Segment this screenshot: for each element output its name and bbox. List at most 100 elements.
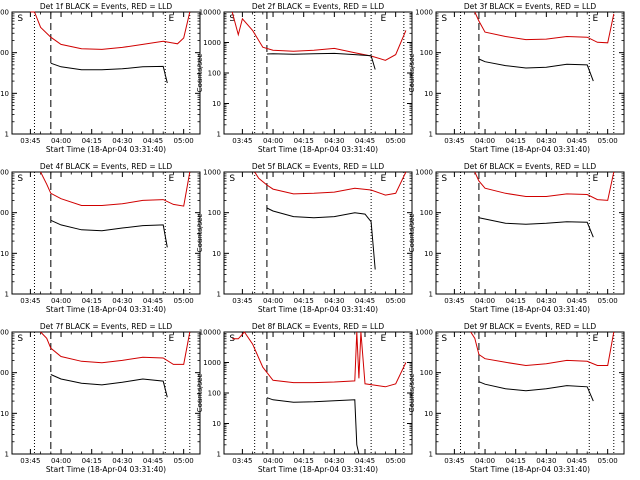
- red-lld-series-line: [474, 171, 615, 201]
- x-tick-label: 04:45: [143, 137, 163, 145]
- x-tick-label: 04:30: [324, 457, 344, 465]
- x-tick-label: 03:45: [20, 137, 40, 145]
- marker-s-label: S: [229, 14, 235, 24]
- x-tick-label: 04:30: [536, 297, 556, 305]
- y-tick-label: 1: [429, 131, 433, 139]
- y-tick-label: 10: [212, 250, 221, 258]
- marker-e-label: E: [169, 334, 175, 344]
- x-tick-label: 04:30: [112, 137, 132, 145]
- chart-panel-4: Det 4f BLACK = Events, RED = LLD 1 10 100 10…: [0, 162, 201, 314]
- y-tick-label: 10: [424, 90, 433, 98]
- y-tick-label: 1000: [415, 329, 433, 337]
- marker-s-label: S: [17, 334, 23, 344]
- black-events-series-line: [50, 62, 168, 84]
- x-axis-title: Start Time (18-Apr-04 03:31:40): [46, 465, 166, 474]
- x-tick-label: 03:45: [20, 297, 40, 305]
- plot-frame: [11, 331, 201, 455]
- x-tick-label: 05:00: [174, 137, 194, 145]
- chart-title: Det 7f BLACK = Events, RED = LLD: [40, 322, 173, 331]
- x-tick-label: 04:00: [475, 457, 495, 465]
- chart-panel-8: Det 8f BLACK = Events, RED = LLD 1 10 100 10…: [196, 322, 413, 474]
- red-lld-series-line: [232, 331, 407, 388]
- y-tick-label: 10: [212, 420, 221, 428]
- x-tick-label: 04:45: [355, 137, 375, 145]
- y-tick-label: 10000: [199, 329, 221, 337]
- y-tick-label: 1000: [203, 169, 221, 177]
- marker-e-label: E: [169, 174, 175, 184]
- x-axis-title: Start Time (18-Apr-04 03:31:40): [46, 305, 166, 314]
- y-tick-label: 1: [217, 291, 221, 299]
- x-tick-label: 04:00: [263, 457, 283, 465]
- x-tick-label: 05:00: [386, 297, 406, 305]
- marker-e-label: E: [593, 334, 599, 344]
- y-tick-label: 1000: [0, 169, 9, 177]
- y-tick-label: 10: [424, 250, 433, 258]
- black-events-series-line: [478, 381, 594, 402]
- y-tick-label: 1: [5, 451, 9, 459]
- x-tick-label: 04:15: [506, 457, 526, 465]
- plot-frame: [223, 171, 413, 295]
- plot-frame: [435, 171, 625, 295]
- y-tick-label: 1: [429, 451, 433, 459]
- marker-e-label: E: [593, 14, 599, 24]
- x-tick-label: 04:30: [324, 137, 344, 145]
- black-events-series-line: [266, 397, 360, 455]
- marker-e-label: E: [169, 14, 175, 24]
- x-axis-title: Start Time (18-Apr-04 03:31:40): [258, 145, 378, 154]
- plot-frame: [11, 171, 201, 295]
- x-tick-label: 03:45: [444, 297, 464, 305]
- marker-e-label: E: [381, 14, 387, 24]
- plot-frame: [435, 11, 625, 135]
- x-tick-label: 05:00: [174, 457, 194, 465]
- y-tick-label: 1000: [203, 39, 221, 47]
- x-tick-label: 03:45: [232, 137, 252, 145]
- marker-s-label: S: [441, 334, 447, 344]
- chart-panel-1: Det 1f BLACK = Events, RED = LLD 1 10 100 10…: [0, 2, 201, 154]
- x-tick-label: 04:15: [294, 137, 314, 145]
- y-tick-label: 100: [0, 369, 9, 377]
- x-tick-label: 05:00: [598, 137, 618, 145]
- y-tick-label: 100: [0, 49, 9, 57]
- marker-e-label: E: [593, 174, 599, 184]
- x-tick-label: 04:15: [82, 137, 102, 145]
- chart-panel-2: Det 2f BLACK = Events, RED = LLD 1 10 100 10…: [196, 2, 413, 154]
- black-events-series-line: [478, 58, 594, 82]
- y-tick-label: 100: [208, 390, 221, 398]
- chart-title: Det 8f BLACK = Events, RED = LLD: [252, 322, 385, 331]
- chart-panel-6: Det 6f BLACK = Events, RED = LLD 1 10 100 10…: [408, 162, 625, 314]
- red-lld-series-line: [231, 11, 407, 61]
- y-tick-label: 100: [420, 369, 433, 377]
- chart-title: Det 5f BLACK = Events, RED = LLD: [252, 162, 385, 171]
- black-events-series-line: [266, 207, 376, 270]
- red-lld-series-line: [254, 171, 407, 196]
- red-lld-series-line: [30, 11, 191, 50]
- x-tick-label: 05:00: [174, 297, 194, 305]
- y-axis-title: Counts/sec: [196, 374, 204, 413]
- marker-e-label: E: [381, 174, 387, 184]
- chart-panel-7: Det 7f BLACK = Events, RED = LLD 1 10 100 10…: [0, 322, 201, 474]
- chart-panel-5: Det 5f BLACK = Events, RED = LLD 1 10 100 10…: [196, 162, 413, 314]
- marker-s-label: S: [229, 174, 235, 184]
- plot-frame: [435, 331, 625, 455]
- red-lld-series-line: [40, 331, 191, 365]
- y-tick-label: 10: [424, 410, 433, 418]
- marker-s-label: S: [17, 174, 23, 184]
- y-tick-label: 1: [5, 291, 9, 299]
- y-tick-label: 1000: [203, 359, 221, 367]
- chart-panel-3: Det 3f BLACK = Events, RED = LLD 1 10 100 10…: [408, 2, 625, 154]
- y-tick-label: 1: [217, 451, 221, 459]
- plot-frame: [223, 331, 413, 455]
- x-tick-label: 04:15: [506, 297, 526, 305]
- black-events-series-line: [266, 52, 376, 70]
- x-tick-label: 04:00: [263, 137, 283, 145]
- x-tick-label: 03:45: [444, 457, 464, 465]
- chart-panel-9: Det 9f BLACK = Events, RED = LLD 1 10 100 10…: [408, 322, 625, 474]
- y-axis-title: Counts/sec: [408, 214, 416, 253]
- chart-title: Det 4f BLACK = Events, RED = LLD: [40, 162, 173, 171]
- black-events-series-line: [50, 219, 168, 248]
- y-tick-label: 100: [208, 70, 221, 78]
- x-tick-label: 04:45: [567, 297, 587, 305]
- x-tick-label: 04:15: [294, 457, 314, 465]
- x-tick-label: 04:30: [112, 457, 132, 465]
- x-tick-label: 04:15: [82, 457, 102, 465]
